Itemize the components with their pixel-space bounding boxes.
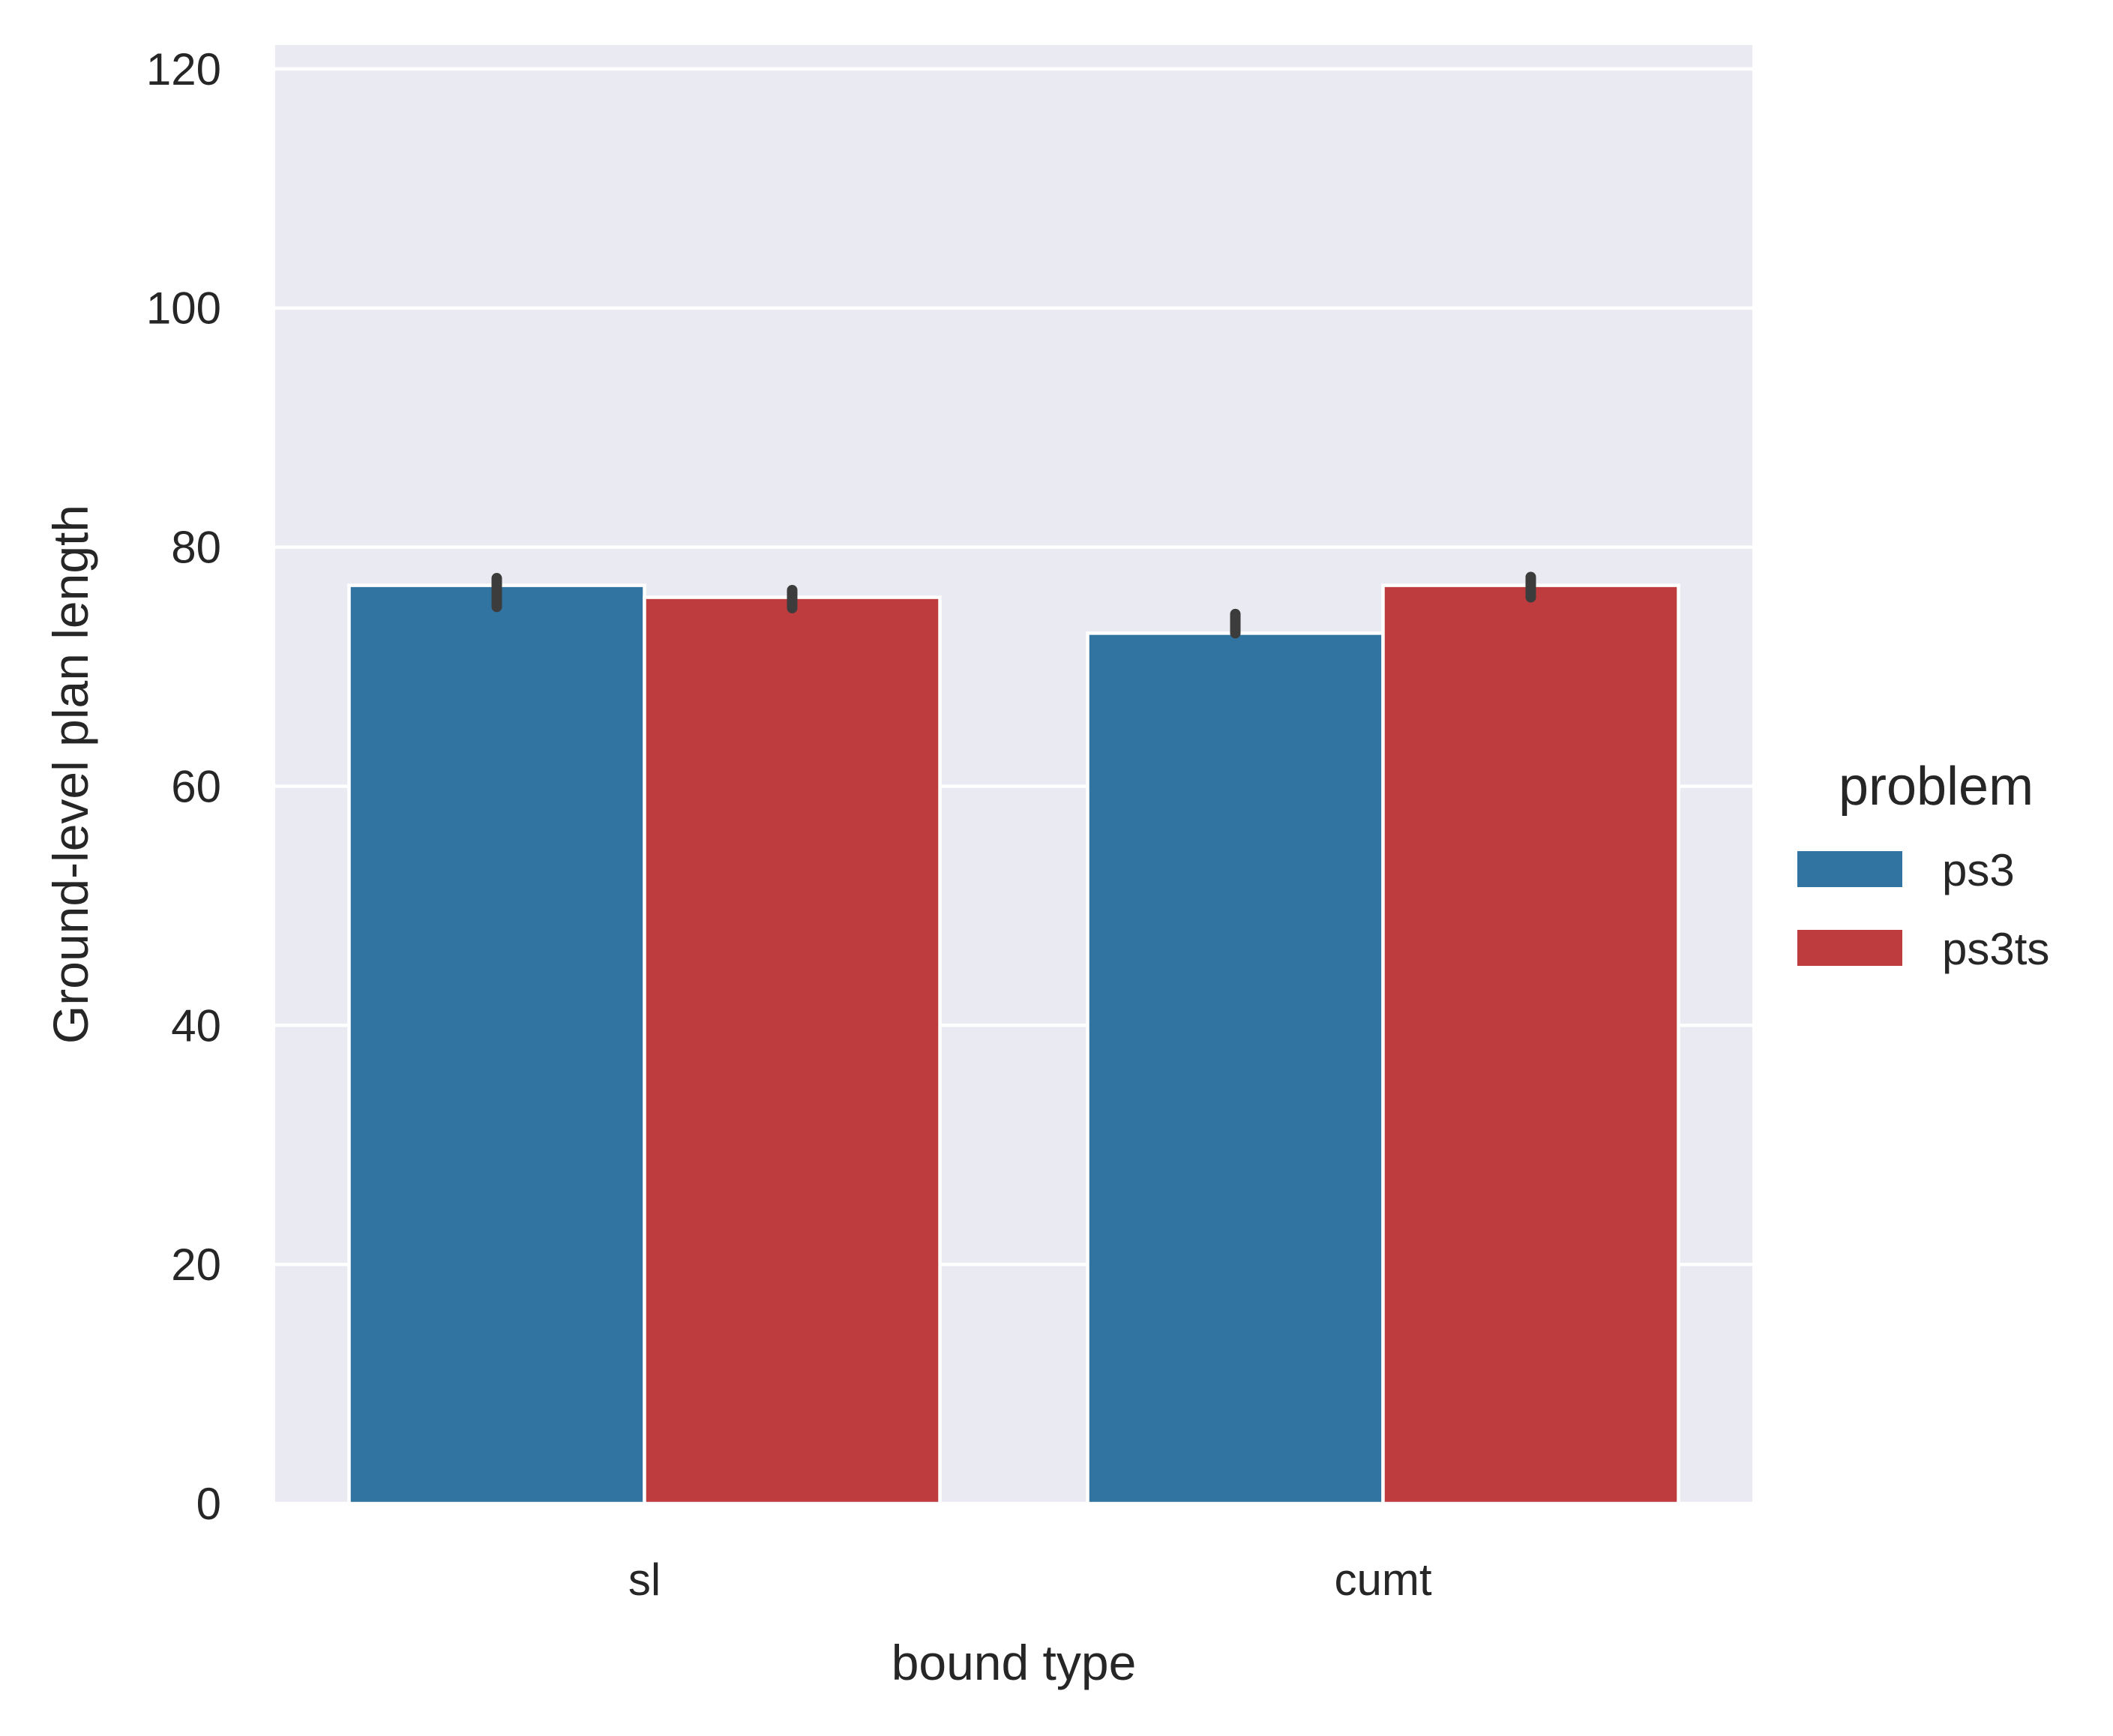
y-axis-title: Ground-level plan length [43, 505, 98, 1044]
x-tick-label: cumt [1334, 1555, 1431, 1605]
y-tick-label: 20 [171, 1240, 221, 1290]
x-axis-title: bound type [892, 1635, 1137, 1690]
y-tick-label: 100 [146, 283, 221, 334]
x-tick-label: sl [628, 1555, 661, 1605]
y-tick-label: 80 [171, 523, 221, 573]
legend: problem ps3 ps3ts [1797, 757, 2049, 974]
legend-label-ps3ts: ps3ts [1942, 924, 2049, 974]
bar-ps3ts-sl [643, 595, 942, 1506]
error-bars [491, 571, 1536, 639]
bar-ps3ts-cumt [1381, 583, 1680, 1506]
y-tick-label: 120 [146, 44, 221, 94]
legend-items: ps3 ps3ts [1797, 845, 2049, 974]
bar-ps3-cumt [1086, 631, 1385, 1506]
y-tick-label: 0 [196, 1479, 221, 1529]
bar-ps3-sl [347, 583, 646, 1506]
legend-title: problem [1839, 757, 2034, 817]
bars [347, 583, 1680, 1506]
legend-swatch-ps3ts [1797, 930, 1902, 966]
legend-label-ps3: ps3 [1942, 845, 2015, 895]
y-tick-label: 60 [171, 761, 221, 811]
y-tick-labels: 0 20 40 60 80 100 120 [146, 44, 221, 1529]
y-tick-label: 40 [171, 1000, 221, 1051]
legend-swatch-ps3 [1797, 851, 1902, 887]
x-tick-labels: sl cumt [628, 1555, 1432, 1605]
